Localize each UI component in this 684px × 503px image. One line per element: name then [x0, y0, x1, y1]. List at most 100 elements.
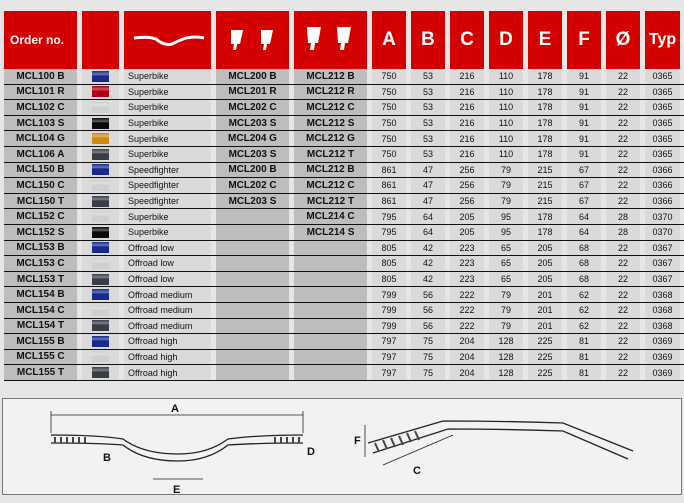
- description: Offroad medium: [124, 302, 211, 318]
- dim-e: 178: [528, 100, 562, 115]
- diameter: 22: [606, 84, 640, 100]
- description: Offroad high: [124, 349, 211, 365]
- clamp-part-large: [294, 240, 367, 256]
- color-swatch-icon: [92, 148, 109, 160]
- type: 0369: [645, 365, 680, 380]
- dim-c: 204: [450, 349, 484, 365]
- dimension-e-label: E: [173, 484, 180, 496]
- dim-b: 75: [411, 334, 445, 349]
- dim-c: 204: [450, 365, 484, 380]
- color-swatch: [82, 287, 119, 302]
- table-row: MCL153 B Offroad low 805 42 223 65 205 68 22 0367: [4, 240, 684, 257]
- dim-c: 216: [450, 84, 484, 100]
- dim-f: 67: [567, 162, 601, 178]
- dim-b: 56: [411, 302, 445, 318]
- dim-f: 91: [567, 146, 601, 162]
- color-swatch-icon: [92, 367, 109, 379]
- diameter: 22: [606, 271, 640, 287]
- clamp-part-large: MCL212 T: [294, 146, 367, 162]
- diameter: 22: [606, 131, 640, 146]
- description: Superbike: [124, 224, 211, 240]
- dim-e: 215: [528, 178, 562, 193]
- dim-c: 216: [450, 100, 484, 115]
- clamp-part: MCL200 B: [216, 69, 289, 84]
- dim-e: 205: [528, 256, 562, 271]
- dim-f: 91: [567, 69, 601, 84]
- dim-a: 750: [372, 131, 406, 146]
- color-swatch-icon: [92, 257, 109, 269]
- dim-b: 64: [411, 209, 445, 224]
- dimension-diagram: A B C D E F: [2, 398, 682, 496]
- header-col-4: E: [528, 11, 562, 69]
- color-swatch-icon: [92, 195, 109, 207]
- order-no: MCL103 S: [4, 115, 77, 131]
- color-swatch-icon: [92, 289, 109, 301]
- dim-a: 797: [372, 349, 406, 365]
- clamp-part: MCL202 C: [216, 178, 289, 193]
- order-no: MCL152 C: [4, 209, 77, 224]
- clamp-part-large: MCL212 T: [294, 193, 367, 209]
- dim-d: 110: [489, 69, 523, 84]
- diameter: 22: [606, 240, 640, 256]
- table-row: MCL104 G Superbike MCL204 G MCL212 G 750 53 21…: [4, 131, 684, 147]
- dim-c: 222: [450, 287, 484, 302]
- color-swatch: [82, 365, 119, 380]
- clamp-part-large: MCL212 C: [294, 178, 367, 193]
- diameter: 22: [606, 100, 640, 115]
- description: Superbike: [124, 69, 211, 84]
- dim-d: 79: [489, 287, 523, 302]
- type: 0365: [645, 131, 680, 146]
- dim-f: 68: [567, 240, 601, 256]
- dim-d: 65: [489, 256, 523, 271]
- type: 0365: [645, 115, 680, 131]
- header-col-7: Typ: [645, 11, 680, 69]
- dim-e: 205: [528, 271, 562, 287]
- description: Superbike: [124, 209, 211, 224]
- dim-b: 42: [411, 271, 445, 287]
- diameter: 22: [606, 334, 640, 349]
- color-swatch-icon: [92, 101, 109, 113]
- type: 0365: [645, 69, 680, 84]
- dim-a: 805: [372, 256, 406, 271]
- dim-b: 53: [411, 84, 445, 100]
- dimension-a-label: A: [171, 403, 179, 415]
- header-col-1: B: [411, 11, 445, 69]
- order-no: MCL100 B: [4, 69, 77, 84]
- dim-e: 215: [528, 193, 562, 209]
- color-swatch-icon: [92, 335, 109, 347]
- order-no: MCL154 T: [4, 318, 77, 334]
- color-swatch: [82, 349, 119, 365]
- dim-e: 201: [528, 302, 562, 318]
- dimension-f-label: F: [354, 435, 361, 447]
- table-row: MCL154 T Offroad medium 799 56 222 79 201 62 22 0…: [4, 318, 684, 335]
- dim-b: 75: [411, 349, 445, 365]
- diameter: 22: [606, 146, 640, 162]
- dim-b: 75: [411, 365, 445, 380]
- dim-d: 95: [489, 209, 523, 224]
- clamp-part: [216, 318, 289, 334]
- color-swatch: [82, 209, 119, 224]
- table-row: MCL152 S Superbike MCL214 S 795 64 205 95 178 64…: [4, 224, 684, 241]
- dim-d: 79: [489, 302, 523, 318]
- clamp-part: [216, 209, 289, 224]
- description: Speedfighter: [124, 193, 211, 209]
- type: 0369: [645, 349, 680, 365]
- header-col-2: C: [450, 11, 484, 69]
- color-swatch-icon: [92, 242, 109, 254]
- clamp-part-large: [294, 318, 367, 334]
- dim-f: 64: [567, 224, 601, 240]
- table-header: Order no. A B C D E F Ø Typ: [4, 11, 684, 69]
- dim-a: 795: [372, 224, 406, 240]
- dim-b: 53: [411, 69, 445, 84]
- dim-c: 204: [450, 334, 484, 349]
- table-row: MCL153 T Offroad low 805 42 223 65 205 68 22 0367: [4, 271, 684, 288]
- color-swatch: [82, 115, 119, 131]
- dim-d: 110: [489, 84, 523, 100]
- dim-d: 95: [489, 224, 523, 240]
- dimension-b-label: B: [103, 452, 111, 464]
- order-no: MCL155 C: [4, 349, 77, 365]
- diameter: 22: [606, 256, 640, 271]
- header-clamp-large-icon: [294, 11, 367, 69]
- dim-f: 91: [567, 84, 601, 100]
- clamp-part-large: [294, 365, 367, 380]
